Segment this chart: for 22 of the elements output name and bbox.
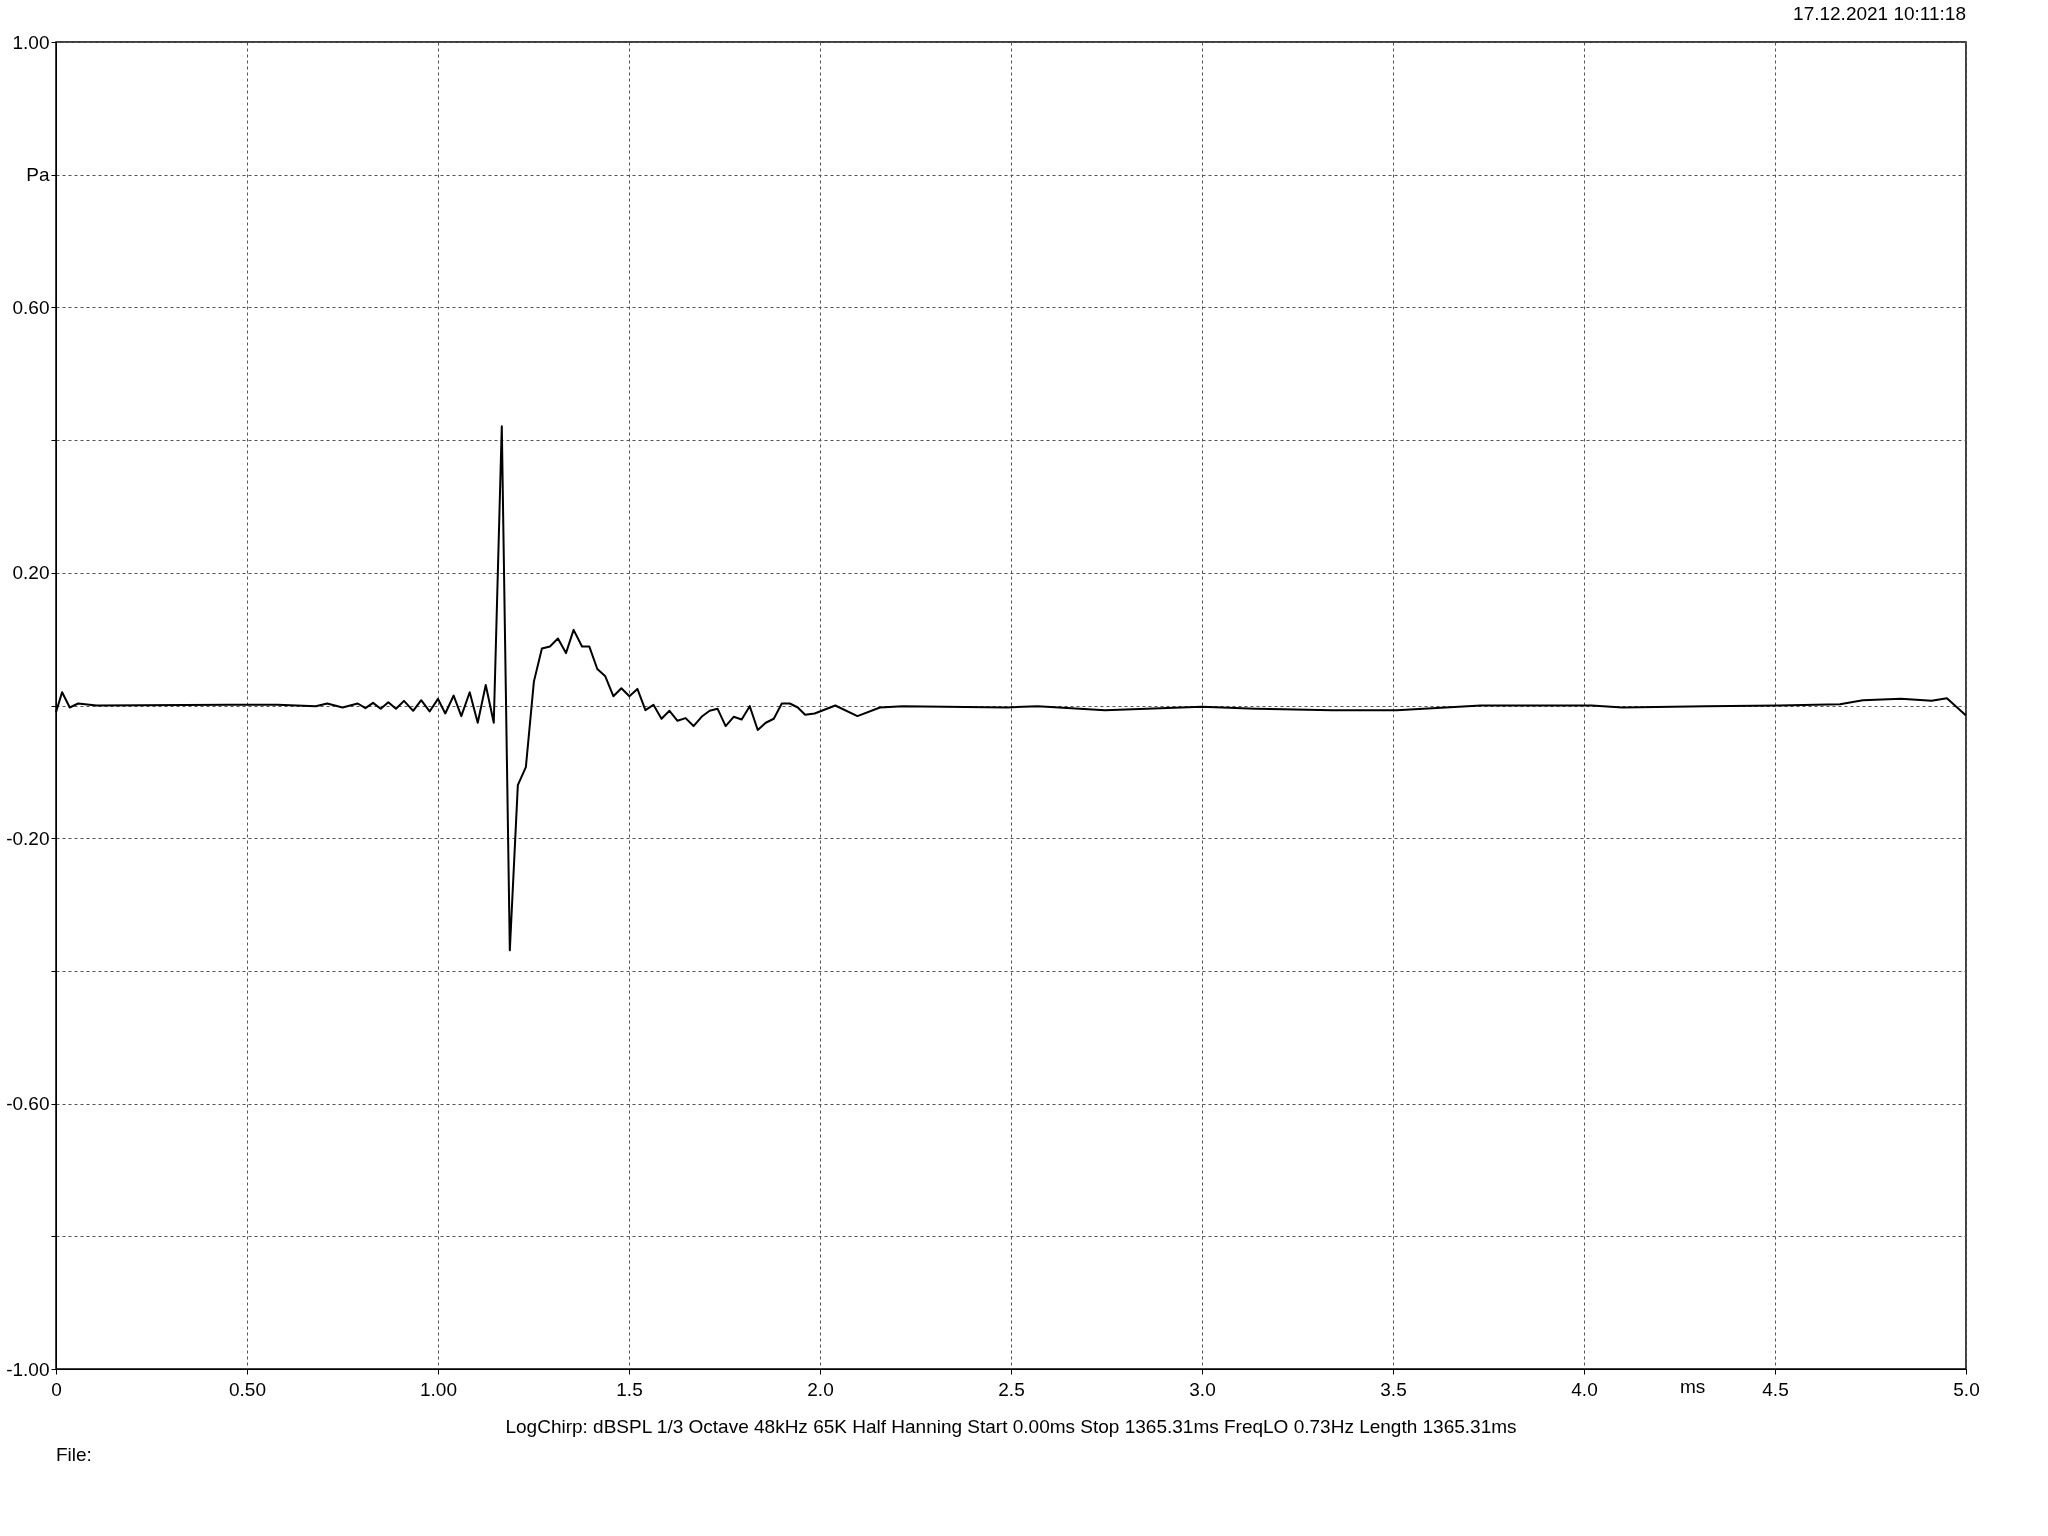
x-tick-label: 5.0 <box>1953 1378 1980 1400</box>
x-tick-label: 1.00 <box>420 1378 457 1400</box>
x-tick-label: 4.0 <box>1571 1378 1598 1400</box>
x-axis-title: ms <box>1680 1375 1706 1397</box>
x-tick-label: 4.5 <box>1762 1378 1789 1400</box>
y-tick-label: 0.20 <box>12 562 50 584</box>
y-tick-label: 1.00 <box>12 31 50 53</box>
y-tick-label: -1.00 <box>6 1358 50 1380</box>
x-tick-label: 1.5 <box>616 1378 643 1400</box>
text: LogChirp: dBSPL 1/3 Octave 48kHz 65K Half Hanning Start 0.00ms Stop 1365.31ms FreqLO 0.73Hz Length 1365.31ms <box>505 1416 1517 1437</box>
y-tick-label: Pa <box>26 164 50 186</box>
x-tick-label: 0 <box>51 1378 62 1400</box>
text: File: <box>56 1444 92 1465</box>
y-tick-label: 0.60 <box>12 296 50 318</box>
x-tick-label: 0.50 <box>229 1378 266 1400</box>
text: 17.12.2021 10:11:18 <box>1793 3 1966 24</box>
y-tick-label: -0.20 <box>6 827 50 849</box>
y-tick-label: -0.60 <box>6 1093 50 1115</box>
x-tick-label: 2.0 <box>807 1378 834 1400</box>
x-tick-label: 2.5 <box>998 1378 1025 1400</box>
x-tick-label: 3.5 <box>1380 1378 1407 1400</box>
x-tick-label: 3.0 <box>1189 1378 1216 1400</box>
